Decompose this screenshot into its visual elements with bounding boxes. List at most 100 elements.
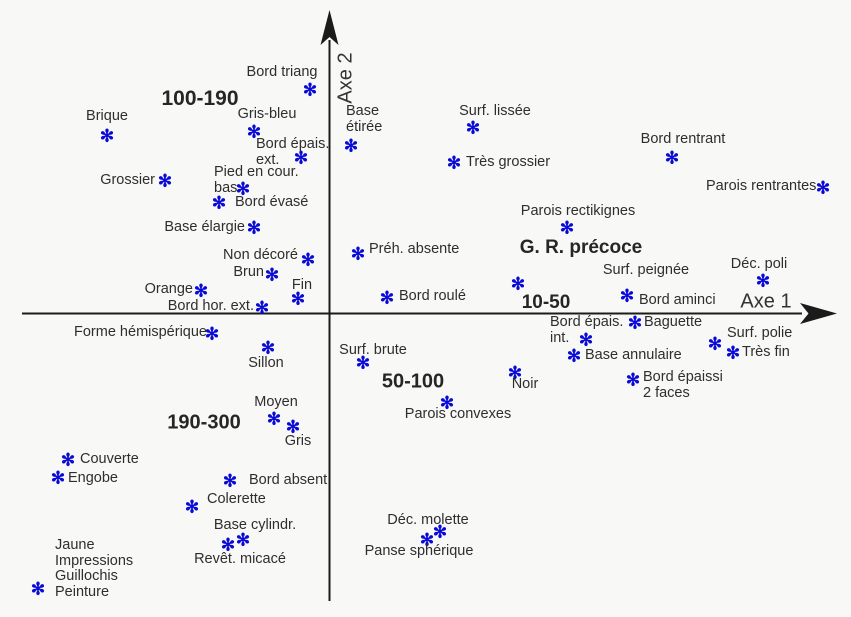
point-label: Grossier: [100, 172, 155, 189]
point-label: Baguette: [644, 314, 703, 331]
point-label: Base étirée: [346, 103, 383, 135]
cluster-label: G. R. précoce: [519, 237, 643, 258]
point-marker: ✻: [725, 343, 741, 363]
point-marker: ✻: [99, 126, 115, 146]
point-label: Surf. lissée: [459, 103, 531, 120]
point-marker: ✻: [815, 178, 831, 198]
cluster-label: 50-100: [381, 370, 445, 393]
y-axis-arrow-icon: [320, 10, 339, 45]
point-marker: ✻: [260, 338, 276, 358]
point-label: Bord hor. ext.: [167, 298, 254, 315]
point-label: Surf. brute: [339, 342, 407, 359]
point-label: Bord épais. int.: [550, 314, 624, 346]
point-marker: ✻: [246, 122, 262, 142]
point-marker: ✻: [211, 193, 227, 213]
point-label: Fin: [291, 277, 313, 294]
y-axis-label: Axe 2: [334, 52, 357, 104]
point-label: Orange: [144, 281, 193, 298]
point-label: Moyen: [254, 394, 298, 411]
point-marker: ✻: [204, 324, 220, 344]
point-label: Forme hémispérique: [74, 324, 207, 341]
point-marker: ✻: [235, 179, 251, 199]
point-marker: ✻: [432, 522, 448, 542]
point-marker: ✻: [235, 530, 251, 550]
point-label: Gris-bleu: [237, 106, 297, 123]
point-label: Bord épaissi 2 faces: [643, 369, 723, 401]
point-marker: ✻: [465, 118, 481, 138]
cluster-label: 10-50: [521, 292, 571, 313]
x-axis-arrow-icon: [800, 303, 837, 324]
point-marker: ✻: [446, 153, 462, 173]
point-label: Surf. polie: [727, 325, 793, 342]
point-label: Pied en cour. bas: [214, 164, 299, 196]
point-label: Colerette: [207, 491, 266, 508]
point-marker: ✻: [355, 353, 371, 373]
point-marker: ✻: [510, 274, 526, 294]
point-marker: ✻: [619, 286, 635, 306]
point-label: Bord aminci: [639, 292, 716, 309]
point-marker: ✻: [246, 218, 262, 238]
point-marker: ✻: [625, 370, 641, 390]
point-marker: ✻: [50, 468, 66, 488]
point-label: Très grossier: [466, 154, 551, 171]
point-label: Bord épais. ext.: [256, 136, 330, 168]
point-label: Noir: [511, 376, 539, 393]
point-marker: ✻: [266, 409, 282, 429]
point-label: Surf. peignée: [602, 262, 690, 279]
point-label: Base annulaire: [585, 347, 682, 364]
point-marker: ✻: [379, 288, 395, 308]
point-marker: ✻: [285, 417, 301, 437]
point-marker: ✻: [184, 497, 200, 517]
point-marker: ✻: [222, 471, 238, 491]
x-axis-label: Axe 1: [740, 290, 792, 313]
point-marker: ✻: [439, 393, 455, 413]
point-marker: ✻: [627, 313, 643, 333]
point-label: Couverte: [80, 451, 139, 468]
point-marker: ✻: [343, 136, 359, 156]
cluster-label: 100-190: [161, 87, 239, 110]
point-label: Bord triang: [246, 64, 318, 81]
point-marker: ✻: [664, 148, 680, 168]
point-label: Bord rentrant: [640, 131, 726, 148]
point-marker: ✻: [157, 171, 173, 191]
point-label: Bord roulé: [399, 288, 466, 305]
point-label: Sillon: [248, 355, 284, 372]
point-label: Jaune Impressions Guillochis Peinture: [55, 537, 134, 600]
point-marker: ✻: [264, 265, 280, 285]
point-label: Base cylindr.: [213, 517, 297, 534]
point-label: Déc. poli: [730, 256, 788, 273]
point-label: Base élargie: [164, 219, 245, 236]
point-label: Parois convexes: [404, 406, 512, 423]
point-marker: ✻: [30, 579, 46, 599]
point-marker: ✻: [559, 218, 575, 238]
point-marker: ✻: [300, 250, 316, 270]
cluster-label: 190-300: [167, 411, 241, 434]
point-label: Brun: [233, 264, 264, 281]
point-marker: ✻: [254, 298, 270, 318]
point-label: Parois rectikignes: [520, 203, 636, 220]
point-label: Préh. absente: [369, 241, 460, 258]
point-marker: ✻: [302, 80, 318, 100]
point-label: Bord évasé: [235, 194, 309, 211]
point-marker: ✻: [220, 535, 236, 555]
point-marker: ✻: [293, 148, 309, 168]
point-label: Déc. molette: [387, 512, 469, 529]
point-marker: ✻: [290, 289, 306, 309]
point-label: Bord absent: [249, 472, 328, 489]
point-marker: ✻: [507, 363, 523, 383]
point-label: Gris: [284, 433, 312, 450]
point-marker: ✻: [566, 346, 582, 366]
point-label: Engobe: [68, 470, 118, 487]
point-marker: ✻: [578, 330, 594, 350]
point-marker: ✻: [193, 281, 209, 301]
point-label: Très fin: [742, 344, 790, 361]
point-label: Revêt. micacé: [194, 551, 286, 568]
point-label: Parois rentrantes: [706, 178, 817, 195]
point-marker: ✻: [350, 244, 366, 264]
point-marker: ✻: [419, 530, 435, 550]
point-marker: ✻: [755, 271, 771, 291]
point-marker: ✻: [60, 450, 76, 470]
point-label: Brique: [86, 108, 128, 125]
point-label: Panse sphérique: [364, 543, 474, 560]
